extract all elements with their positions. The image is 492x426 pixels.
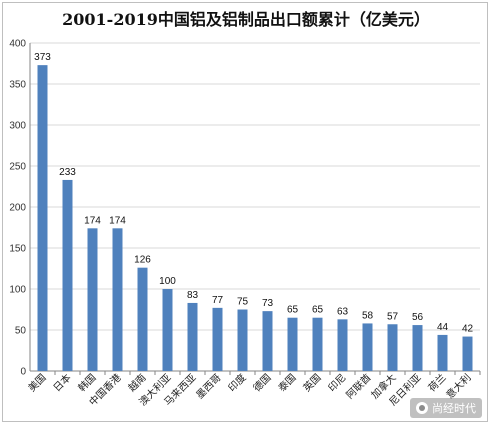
data-label: 100 [159, 276, 176, 287]
bar [137, 267, 148, 371]
category-label: 德国 [250, 371, 273, 394]
y-tick-label: 250 [9, 162, 26, 173]
category-label: 墨西哥 [194, 372, 224, 402]
data-label: 83 [187, 290, 199, 301]
data-label: 44 [437, 322, 449, 333]
data-label: 56 [412, 312, 424, 323]
data-label: 73 [262, 298, 274, 309]
bar [212, 307, 223, 371]
chart-title: 2001-2019中国铝及铝制品出口额累计（亿美元） [62, 10, 430, 29]
category-label: 韩国 [75, 371, 98, 394]
category-label: 意大利 [443, 371, 473, 401]
category-label: 日本 [50, 371, 73, 394]
bar [312, 317, 323, 371]
bar [37, 65, 48, 371]
category-label: 印尼 [326, 372, 349, 395]
bar [262, 311, 273, 371]
bar [387, 324, 398, 371]
data-label: 174 [109, 215, 126, 226]
bar [187, 302, 198, 371]
data-label: 75 [237, 297, 249, 308]
data-label: 126 [134, 255, 151, 266]
data-label: 77 [212, 295, 224, 306]
bar [162, 289, 173, 371]
data-label: 42 [462, 324, 474, 335]
category-label: 美国 [25, 371, 48, 394]
y-tick-label: 200 [9, 203, 26, 214]
watermark-text: 尚经时代 [432, 402, 476, 415]
data-label: 63 [337, 306, 349, 317]
bar [337, 319, 348, 371]
bar [437, 334, 448, 371]
bar [462, 336, 473, 371]
bar [62, 179, 73, 371]
bar [362, 323, 373, 371]
data-label: 174 [84, 215, 101, 226]
category-label: 越南 [125, 371, 148, 394]
y-tick-label: 100 [9, 285, 26, 296]
category-label: 泰国 [275, 371, 298, 394]
bar [87, 228, 98, 371]
y-tick-label: 350 [9, 80, 26, 91]
category-label: 阿联酋 [343, 371, 373, 401]
y-tick-label: 50 [15, 326, 27, 337]
bar [237, 309, 248, 371]
bar [412, 325, 423, 371]
y-tick-label: 0 [20, 367, 26, 378]
data-label: 58 [362, 310, 374, 321]
category-label: 英国 [300, 371, 323, 394]
bar [287, 317, 298, 371]
data-label: 233 [59, 167, 76, 178]
data-label: 57 [387, 311, 399, 322]
wechat-icon [416, 402, 428, 414]
data-label: 373 [34, 52, 51, 63]
category-label: 印度 [225, 371, 248, 394]
y-tick-label: 400 [9, 39, 26, 50]
data-label: 65 [287, 305, 299, 316]
bar [112, 228, 123, 371]
y-tick-label: 150 [9, 244, 26, 255]
data-label: 65 [312, 305, 324, 316]
watermark: 尚经时代 [410, 398, 482, 418]
category-label: 荷兰 [425, 371, 448, 394]
y-tick-label: 300 [9, 121, 26, 132]
